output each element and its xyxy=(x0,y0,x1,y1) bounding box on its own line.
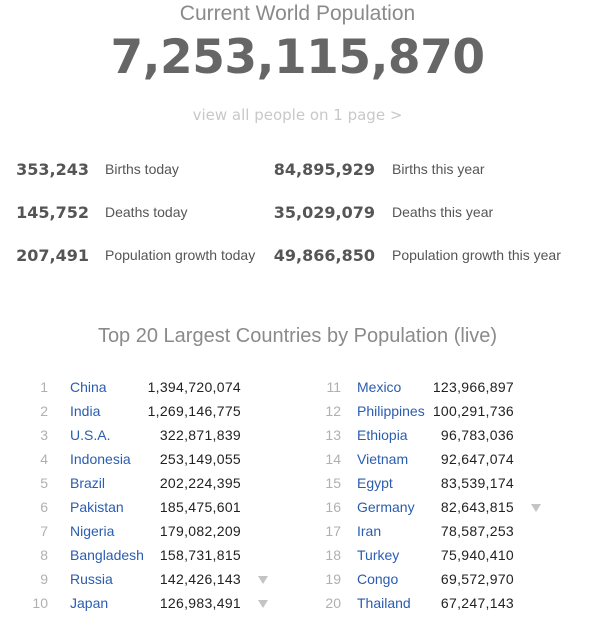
country-population: 82,643,815 xyxy=(440,499,514,515)
births-year-label: Births this year xyxy=(392,161,485,177)
country-population: 69,572,970 xyxy=(440,571,514,587)
triangle-down-icon[interactable] xyxy=(531,504,541,512)
country-rank: 10 xyxy=(32,595,48,611)
country-name-link[interactable]: Japan xyxy=(70,595,109,611)
births-today-label: Births today xyxy=(105,161,179,177)
country-name-link[interactable]: Nigeria xyxy=(70,523,115,539)
country-population: 67,247,143 xyxy=(440,595,514,611)
country-name-link[interactable]: China xyxy=(70,379,107,395)
country-population: 1,394,720,074 xyxy=(147,379,241,395)
country-population: 253,149,055 xyxy=(159,451,241,467)
country-population: 78,587,253 xyxy=(440,523,514,539)
growth-year-label: Population growth this year xyxy=(392,247,561,263)
country-rank: 3 xyxy=(40,427,48,443)
country-population: 83,539,174 xyxy=(440,475,514,491)
country-population: 202,224,395 xyxy=(159,475,241,491)
country-rank: 4 xyxy=(40,451,48,467)
country-rank: 13 xyxy=(325,427,341,443)
country-population: 185,475,601 xyxy=(159,499,241,515)
deaths-today-label: Deaths today xyxy=(105,204,188,220)
births-today-value: 353,243 xyxy=(16,160,89,179)
country-name-link[interactable]: Pakistan xyxy=(70,499,124,515)
country-name-link[interactable]: Indonesia xyxy=(70,451,131,467)
country-name-link[interactable]: Turkey xyxy=(357,547,400,563)
deaths-year-label: Deaths this year xyxy=(392,204,494,220)
country-rank: 17 xyxy=(325,523,341,539)
country-name-link[interactable]: Ethiopia xyxy=(357,427,408,443)
country-name-link[interactable]: Brazil xyxy=(70,475,106,491)
deaths-year-value: 35,029,079 xyxy=(273,203,375,222)
country-population: 179,082,209 xyxy=(159,523,241,539)
country-population: 322,871,839 xyxy=(159,427,241,443)
country-name-link[interactable]: Germany xyxy=(357,499,415,515)
country-name-link[interactable]: Congo xyxy=(357,571,399,587)
country-name-link[interactable]: Philippines xyxy=(357,403,425,419)
country-rank: 18 xyxy=(325,547,341,563)
country-population: 96,783,036 xyxy=(440,427,514,443)
country-rank: 2 xyxy=(40,403,48,419)
top-countries-title: Top 20 Largest Countries by Population (… xyxy=(97,325,498,347)
country-population: 75,940,410 xyxy=(440,547,514,563)
country-name-link[interactable]: Vietnam xyxy=(357,451,409,467)
country-rank: 11 xyxy=(326,379,341,395)
country-rank: 6 xyxy=(40,499,48,515)
country-population: 158,731,815 xyxy=(159,547,241,563)
country-population: 1,269,146,775 xyxy=(147,403,241,419)
country-population: 126,983,491 xyxy=(159,595,241,611)
country-name-link[interactable]: U.S.A. xyxy=(70,427,111,443)
page-title: Current World Population xyxy=(179,2,416,25)
country-rank: 12 xyxy=(325,403,341,419)
country-name-link[interactable]: Iran xyxy=(357,523,382,539)
country-population: 142,426,143 xyxy=(159,571,241,587)
country-population: 92,647,074 xyxy=(440,451,514,467)
country-name-link[interactable]: Bangladesh xyxy=(70,547,144,563)
country-rank: 1 xyxy=(40,379,48,395)
growth-today-label: Population growth today xyxy=(105,247,256,263)
country-rank: 19 xyxy=(325,571,341,587)
country-name-link[interactable]: Russia xyxy=(70,571,113,587)
country-rank: 14 xyxy=(325,451,341,467)
country-rank: 16 xyxy=(325,499,341,515)
country-name-link[interactable]: Mexico xyxy=(357,379,402,395)
triangle-down-icon[interactable] xyxy=(258,600,268,608)
country-rank: 15 xyxy=(325,475,341,491)
country-rank: 7 xyxy=(40,523,48,539)
country-name-link[interactable]: Thailand xyxy=(357,595,411,611)
country-name-link[interactable]: Egypt xyxy=(357,475,393,491)
deaths-today-value: 145,752 xyxy=(16,203,89,222)
country-rank: 20 xyxy=(325,595,341,611)
country-rank: 9 xyxy=(40,571,48,587)
country-population: 123,966,897 xyxy=(432,379,514,395)
country-population: 100,291,736 xyxy=(432,403,514,419)
country-name-link[interactable]: India xyxy=(70,403,101,419)
world-population-counter: 7,253,115,870 xyxy=(110,30,485,85)
view-all-people-link[interactable]: view all people on 1 page > xyxy=(192,106,403,124)
growth-today-value: 207,491 xyxy=(16,246,89,265)
growth-year-value: 49,866,850 xyxy=(273,246,375,265)
country-rank: 5 xyxy=(40,475,48,491)
triangle-down-icon[interactable] xyxy=(258,576,268,584)
births-year-value: 84,895,929 xyxy=(273,160,375,179)
country-rank: 8 xyxy=(40,547,48,563)
